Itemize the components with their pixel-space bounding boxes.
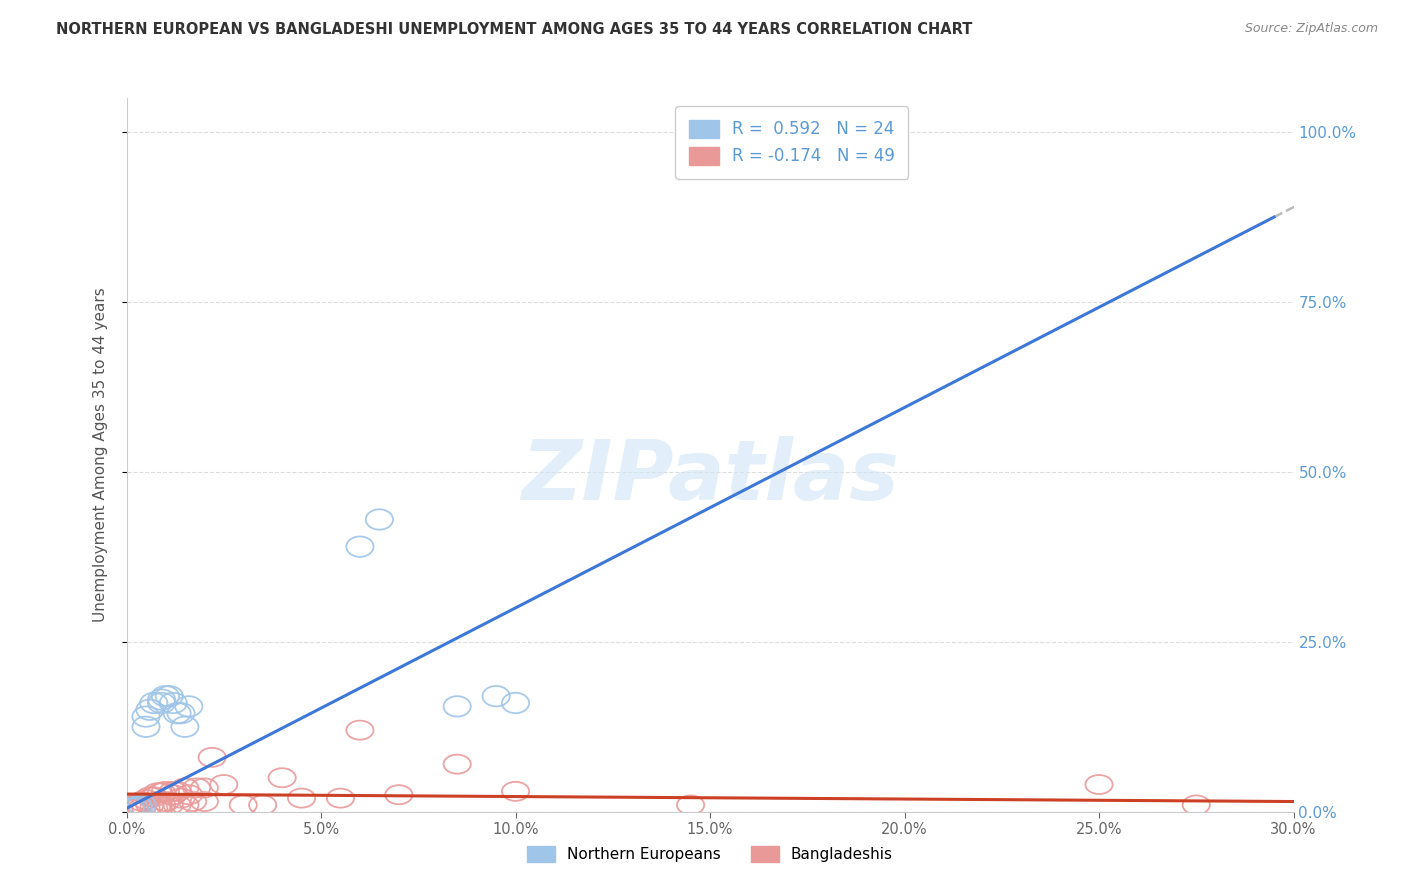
Y-axis label: Unemployment Among Ages 35 to 44 years: Unemployment Among Ages 35 to 44 years	[93, 287, 108, 623]
Text: ZIPatlas: ZIPatlas	[522, 436, 898, 516]
Text: NORTHERN EUROPEAN VS BANGLADESHI UNEMPLOYMENT AMONG AGES 35 TO 44 YEARS CORRELAT: NORTHERN EUROPEAN VS BANGLADESHI UNEMPLO…	[56, 22, 973, 37]
Legend: Northern Europeans, Bangladeshis: Northern Europeans, Bangladeshis	[522, 840, 898, 868]
Text: Source: ZipAtlas.com: Source: ZipAtlas.com	[1244, 22, 1378, 36]
